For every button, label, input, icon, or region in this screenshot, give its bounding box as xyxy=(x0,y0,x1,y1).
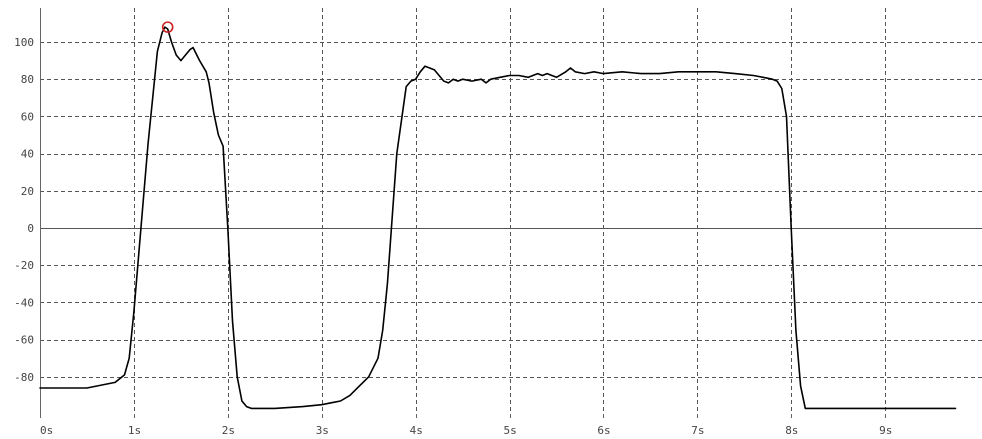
y-tick-label: 100 xyxy=(14,36,34,49)
y-tick-label: 20 xyxy=(21,185,34,198)
y-tick-label: -60 xyxy=(14,334,34,347)
x-tick-label: 7s xyxy=(691,424,704,437)
x-tick-label: 9s xyxy=(879,424,892,437)
y-tick-label: 60 xyxy=(21,110,34,123)
marker-layer xyxy=(161,21,174,33)
y-tick-label: 0 xyxy=(27,222,34,235)
tick-label-layer: 0s 1s 2s 3s 4s 5s 6s 7s 8s 9s 100 80 60 40 20 0 -20 -40 -6… xyxy=(14,36,892,437)
grid-layer xyxy=(40,8,982,414)
x-tick-label: 1s xyxy=(128,424,141,437)
x-tick-label: 6s xyxy=(597,424,610,437)
y-tick-label: -20 xyxy=(14,259,34,272)
series-layer xyxy=(39,26,957,410)
y-tick-label: -80 xyxy=(14,371,34,384)
y-tick-label: 40 xyxy=(21,148,34,161)
y-tick-label: -40 xyxy=(14,296,34,309)
y-tick-label: 80 xyxy=(21,73,34,86)
x-tick-label: 8s xyxy=(785,424,798,437)
axis-layer xyxy=(40,8,886,418)
x-tick-label: 4s xyxy=(410,424,423,437)
x-tick-label: 0s xyxy=(40,424,53,437)
x-tick-label: 3s xyxy=(316,424,329,437)
series-line xyxy=(39,26,957,410)
x-tick-label: 2s xyxy=(222,424,235,437)
peak-marker xyxy=(161,21,174,33)
x-tick-label: 5s xyxy=(504,424,517,437)
